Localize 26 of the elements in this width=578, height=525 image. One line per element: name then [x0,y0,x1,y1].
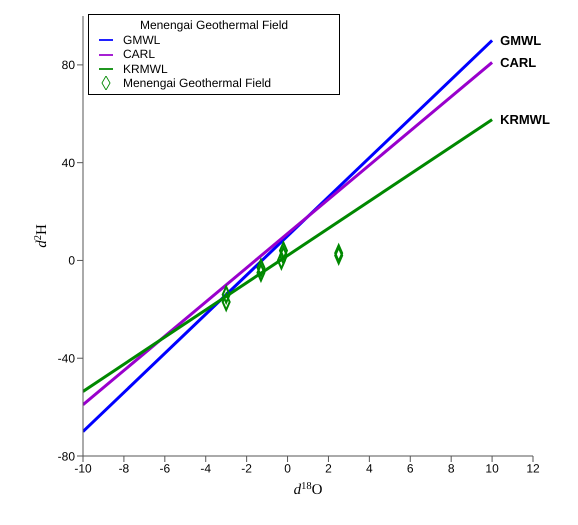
legend-label: CARL [123,47,156,62]
x-tick-label: 10 [485,462,500,476]
legend-label: Menengai Geothermal Field [123,76,272,90]
x-tick-label: 8 [448,462,455,476]
x-axis-title: d$^{18}$O [294,480,323,498]
x-tick-label: -8 [118,462,130,476]
legend-title: Menengai Geothermal Field [138,18,290,32]
text: CARL [500,54,536,70]
legend-label: GMWL [123,33,160,47]
x-tick-label: 2 [325,462,332,476]
x-tick-label: -10 [74,462,92,476]
x-tick-label: 6 [406,462,414,476]
y-tick-label: -80 [58,449,76,464]
y-tick-label: 0 [68,254,76,268]
legend-label: KRMWL [123,62,168,76]
x-tick-label: 4 [366,462,374,476]
y-tick-label: -40 [58,351,76,366]
y-tick-label: 40 [62,156,76,170]
x-tick-label: 0 [284,462,292,476]
x-tick-label: -2 [241,462,252,476]
x-tick-label: -6 [159,462,170,476]
x-tick-label: 12 [526,462,540,476]
text: GMWL [500,32,542,48]
text: KRMWL [500,112,550,128]
y-tick-label: 80 [62,58,76,72]
x-tick-label: -4 [200,462,212,476]
